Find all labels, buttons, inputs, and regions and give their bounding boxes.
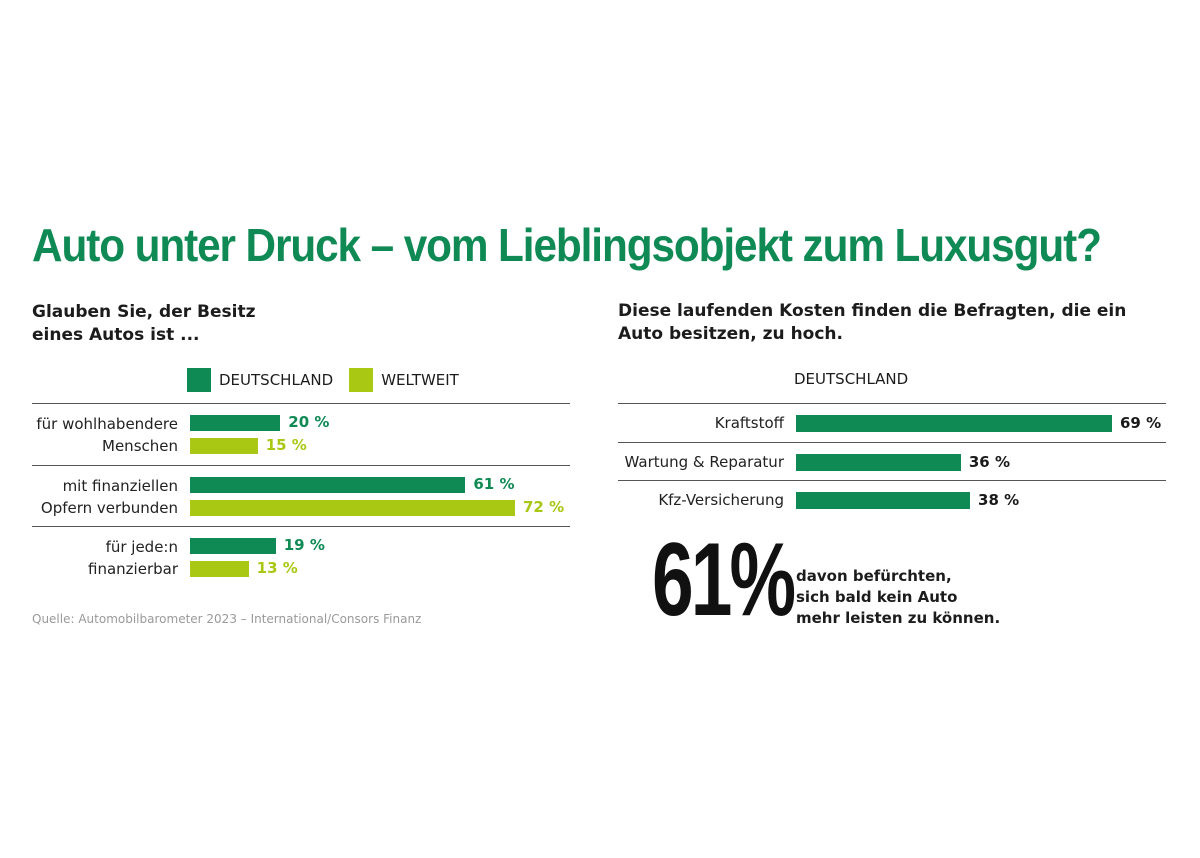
bar-value-label: 36 % — [968, 453, 1010, 471]
bar-deutschland — [796, 415, 1112, 432]
left-category-label: für jede:n finanzierbar — [88, 536, 178, 580]
highlight-caption-line: mehr leisten zu können. — [796, 609, 1001, 627]
left-category-label: mit finanziellen Opfern verbunden — [41, 475, 178, 519]
bar-value-label: 69 % — [1120, 414, 1162, 432]
left-category-label: für wohlhabendere Menschen — [36, 413, 178, 457]
highlight-caption: davon befürchten, sich bald kein Auto me… — [796, 566, 1000, 629]
right-category-label: Wartung & Reparatur — [624, 453, 785, 471]
legend-label-deutschland: DEUTSCHLAND — [219, 371, 334, 389]
bar-value-label: 19 % — [283, 536, 325, 554]
bar-value-label: 20 % — [288, 413, 330, 431]
bar-value-label: 38 % — [978, 491, 1020, 509]
bar-value-label: 72 % — [523, 498, 565, 516]
bar-value-label: 13 % — [256, 559, 298, 577]
bar-weltweit — [190, 561, 249, 577]
bar-deutschland — [190, 477, 466, 493]
source-note: Quelle: Automobilbarometer 2023 – Intern… — [32, 612, 422, 626]
legend-item-weltweit: WELTWEIT — [349, 368, 459, 392]
left-category-label-line: finanzierbar — [88, 560, 178, 578]
left-category-label-line: für jede:n — [105, 538, 178, 556]
bar-value-label: 61 % — [473, 475, 515, 493]
bar-deutschland — [796, 492, 971, 509]
left-chart-divider — [32, 526, 570, 527]
left-category-label-line: Menschen — [102, 437, 178, 455]
left-chart-question-line-1: Glauben Sie, der Besitz — [32, 302, 256, 322]
right-category-label: Kfz-Versicherung — [658, 491, 784, 509]
left-chart-question: Glauben Sie, der Besitz eines Autos ist … — [32, 301, 256, 347]
left-category-label-line: für wohlhabendere — [36, 415, 178, 433]
page-title: Auto unter Druck – vom Lieblingsobjekt z… — [32, 219, 1102, 271]
legend-item-deutschland: DEUTSCHLAND — [187, 368, 333, 392]
left-chart-question-line-2: eines Autos ist ... — [32, 325, 200, 345]
bar-value-label: 15 % — [265, 436, 307, 454]
legend-label-weltweit: WELTWEIT — [381, 371, 459, 389]
left-category-label-line: mit finanziellen — [62, 477, 178, 495]
bar-weltweit — [190, 438, 258, 454]
right-chart-question: Diese laufenden Kosten finden die Befrag… — [618, 300, 1126, 346]
right-chart-divider-top — [618, 403, 1166, 404]
right-category-label: Kraftstoff — [714, 414, 784, 432]
legend-swatch-weltweit — [349, 368, 374, 392]
right-chart-question-line-1: Diese laufenden Kosten finden die Befrag… — [618, 301, 1127, 321]
bar-weltweit — [190, 500, 515, 516]
bar-deutschland — [190, 538, 276, 554]
highlight-caption-line: sich bald kein Auto — [796, 588, 958, 606]
left-chart-divider-top — [32, 403, 570, 404]
right-chart-divider — [618, 480, 1166, 481]
right-chart-legend-label: DEUTSCHLAND — [794, 370, 909, 388]
left-chart-divider — [32, 465, 570, 466]
bar-deutschland — [796, 454, 961, 471]
right-chart-divider — [618, 442, 1166, 443]
highlight-caption-line: davon befürchten, — [796, 567, 952, 585]
bar-deutschland — [190, 415, 281, 431]
legend-swatch-deutschland — [187, 368, 211, 392]
left-chart-legend: DEUTSCHLAND WELTWEIT — [187, 368, 475, 392]
highlight-number: 61% — [652, 522, 796, 638]
left-category-label-line: Opfern verbunden — [40, 499, 178, 517]
right-chart-question-line-2: Auto besitzen, zu hoch. — [618, 324, 843, 344]
